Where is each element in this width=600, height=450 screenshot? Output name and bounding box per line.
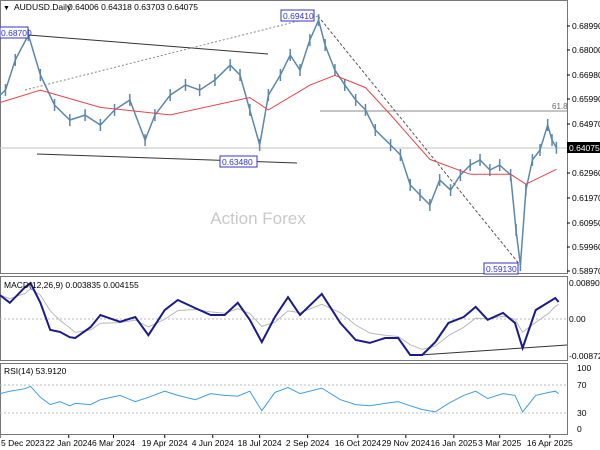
date-axis-label: 29 Nov 2024 [382, 438, 430, 448]
date-axis-label: 16 Oct 2024 [335, 438, 382, 448]
label-low2: 0.59130 [486, 264, 517, 274]
date-axis-label: 16 Jan 2025 [430, 438, 477, 448]
macd-axis-label: 0.008901 [569, 278, 600, 288]
macd-trendline[interactable] [419, 344, 568, 356]
label-box-low2 [483, 262, 519, 275]
collapse-triangle-icon[interactable]: ▼ [3, 5, 10, 12]
rsi-axis-label: 100 [577, 363, 591, 373]
label-high1: 0.68700 [1, 28, 32, 38]
rsi-pane [0, 363, 568, 435]
price-axis-label: 0.59960 [572, 242, 600, 252]
rsi-title: RSI(14) 53.9120 [4, 366, 67, 376]
symbol-title: AUDUSD.Daily [14, 2, 72, 12]
fib-label: 61.8 [552, 102, 568, 111]
date-axis-label: 2 Sep 2024 [286, 438, 330, 448]
date-axis-label: 18 Jul 2024 [238, 438, 282, 448]
label-low1: 0.63480 [222, 157, 253, 167]
price-axis-label: 0.61970 [572, 193, 600, 203]
date-axis-label: 3 Mar 2025 [478, 438, 521, 448]
macd-axis-label: 0.00 [569, 314, 586, 324]
macd-title: MACD(12,26,9) 0.003835 0.004155 [4, 280, 139, 290]
ohlc-values: 0.64006 0.64318 0.63703 0.64075 [68, 2, 198, 12]
price-axis-label: 0.64970 [572, 119, 600, 129]
current-price-tag [567, 142, 600, 153]
rsi-axis-label: 30 [577, 408, 587, 418]
date-axis-label: 19 Apr 2024 [142, 438, 188, 448]
dashed-trendline[interactable] [317, 15, 521, 266]
rsi-axis-label: 70 [577, 380, 587, 390]
rsi-line [0, 385, 559, 413]
label-box-low1 [219, 155, 258, 168]
date-axis-label: 16 Apr 2025 [527, 438, 573, 448]
date-axis-label: 6 Mar 2024 [92, 438, 135, 448]
price-axis-label: 0.60950 [572, 218, 600, 228]
price-pane [0, 0, 568, 274]
price-axis-label: 0.68990 [572, 21, 600, 31]
date-axis-label: 4 Jun 2024 [192, 438, 234, 448]
macd-axis-label: -0.008729 [569, 351, 600, 361]
rsi-axis-label: 0 [577, 424, 582, 434]
price-axis-label: 0.58970 [572, 266, 600, 276]
price-axis-label: 0.68000 [572, 45, 600, 55]
macd-line [0, 281, 560, 356]
price-axis-label: 0.66980 [572, 70, 600, 80]
price-line [0, 17, 558, 266]
date-axis-label: 22 Jan 2024 [45, 438, 92, 448]
label-box-high1 [0, 26, 29, 39]
watermark: Action Forex [210, 209, 306, 228]
label-box-high2 [280, 9, 315, 22]
date-axis-label: 5 Dec 2023 [1, 438, 45, 448]
moving-average-line [0, 74, 557, 185]
current-price-label: 0.64075 [569, 143, 600, 153]
price-axis-label: 0.62960 [572, 168, 600, 178]
price-axis-label: 0.65990 [572, 94, 600, 104]
label-high2: 0.69410 [283, 11, 314, 21]
macd-signal-line [0, 288, 559, 350]
upper-trendline[interactable] [2, 32, 269, 55]
